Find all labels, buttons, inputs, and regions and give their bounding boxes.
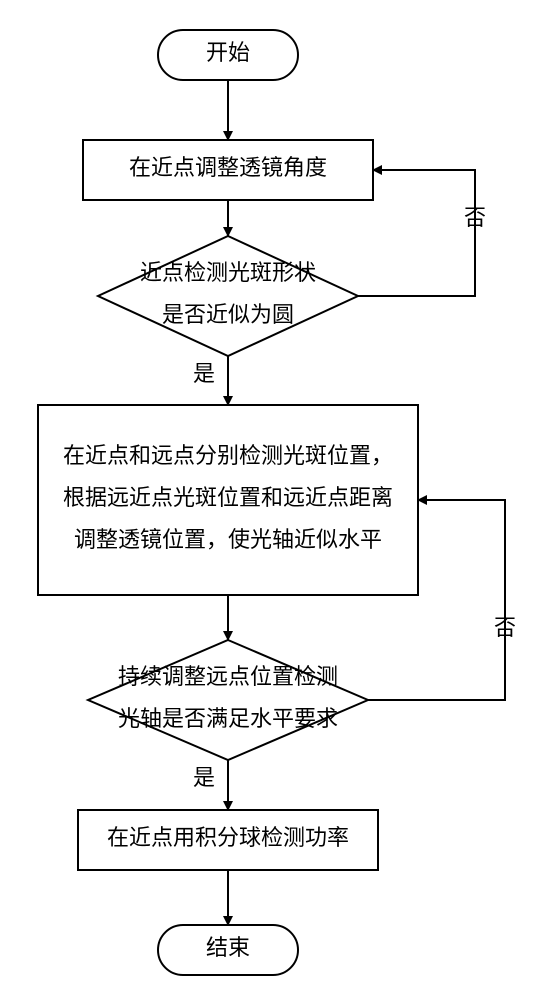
node-start: 开始 xyxy=(158,30,298,80)
e-dec2-no xyxy=(368,500,505,700)
node-dec1-text-0: 近点检测光斑形状 xyxy=(140,260,316,285)
e-dec1-no-label: 否 xyxy=(464,205,486,230)
e-dec2-no-label: 否 xyxy=(494,615,516,640)
e-dec1-no xyxy=(358,170,475,296)
node-step2-text-0: 在近点和远点分别检测光斑位置， xyxy=(63,443,393,468)
node-dec1-text-1: 是否近似为圆 xyxy=(162,302,294,327)
node-start-text-0: 开始 xyxy=(206,40,250,65)
e-dec2-step3-label: 是 xyxy=(193,765,215,790)
node-step1-text-0: 在近点调整透镜角度 xyxy=(129,155,327,180)
node-dec2: 持续调整远点位置检测光轴是否满足水平要求 xyxy=(88,640,368,760)
node-dec1: 近点检测光斑形状是否近似为圆 xyxy=(98,236,358,356)
node-end: 结束 xyxy=(158,925,298,975)
node-step2: 在近点和远点分别检测光斑位置， 根据远近点光斑位置和远近点距离调整透镜位置，使光轴… xyxy=(38,405,418,595)
node-step1: 在近点调整透镜角度 xyxy=(83,140,373,200)
node-end-text-0: 结束 xyxy=(206,935,250,960)
node-step2-text-1: 根据远近点光斑位置和远近点距离 xyxy=(63,485,393,510)
node-step2-text-2: 调整透镜位置，使光轴近似水平 xyxy=(74,527,382,552)
node-dec2-text-1: 光轴是否满足水平要求 xyxy=(118,706,338,731)
node-step3-text-0: 在近点用积分球检测功率 xyxy=(107,825,349,850)
e-dec1-step2-label: 是 xyxy=(193,361,215,386)
node-dec2-text-0: 持续调整远点位置检测 xyxy=(118,664,338,689)
node-step3: 在近点用积分球检测功率 xyxy=(78,810,378,870)
